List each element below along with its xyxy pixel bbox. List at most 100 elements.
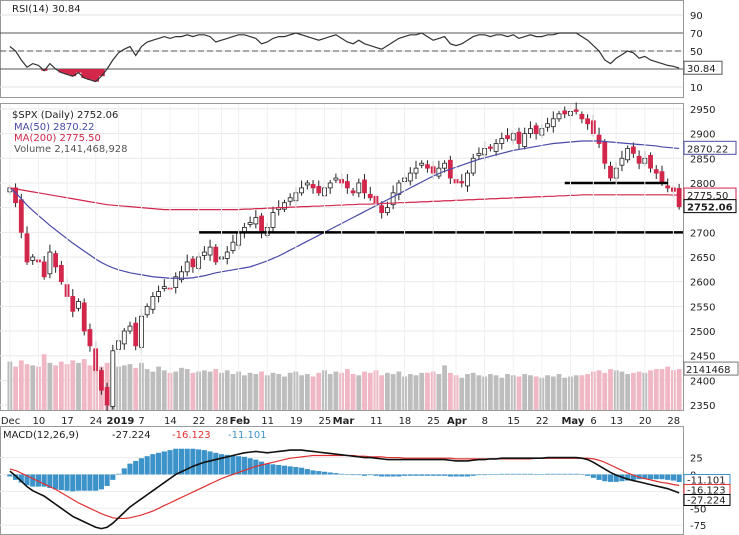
volume-bar [18,360,24,410]
macd-histogram-bar [339,473,345,475]
candle-down [505,135,510,139]
macd-histogram-bar [133,460,139,475]
macd-histogram-bar [344,474,350,475]
volume-bar [413,375,419,410]
macd-histogram-bar [321,471,328,475]
macd-histogram-bar [602,474,608,482]
x-axis-label: 25 [318,416,331,427]
volume-bar [493,375,499,410]
candle-down [608,165,613,179]
macd-histogram-bar [327,472,333,475]
macd-histogram-bar [665,474,671,480]
candle-up [436,167,442,177]
macd-histogram-bar [58,474,64,491]
macd-histogram-bar [41,474,47,487]
candle-down [596,134,602,144]
macd-tick-label: 25 [690,454,703,465]
candle-down [18,199,24,233]
candle-down [425,164,430,169]
volume-bar [625,374,631,410]
macd-histogram-bar [596,474,602,480]
volume-bar [70,360,76,410]
price-tick-label: 2350 [690,401,715,412]
ma50-line [9,140,680,279]
rsi-oversold-fill [87,69,94,80]
volume-bar [396,371,402,410]
macd-histogram-bar [585,474,591,476]
macd-histogram-bar [556,473,562,475]
volume-bar [299,375,304,410]
price-tick-label: 2850 [690,154,715,165]
candle-down [133,322,139,347]
macd-histogram-bar [424,474,431,476]
candle-up [110,350,116,407]
candle-down [636,155,642,164]
macd-histogram-bar [613,474,619,482]
candle-down [58,264,64,283]
volume-bar [522,374,528,410]
rsi-oversold-fill [75,69,82,73]
macd-histogram-bar [487,474,493,475]
volume-bar [362,371,367,410]
candle-down [362,179,367,194]
macd-histogram-bar [419,474,425,476]
rsi-line [9,32,680,83]
rsi-tick-label: 10 [690,83,703,94]
volume-bar [156,366,161,410]
x-axis-label: 7 [138,416,144,427]
candle-down [459,181,465,184]
rsi-oversold-fill [69,69,77,77]
candle-up [230,241,236,251]
volume-bar [436,374,442,410]
price-tick-label: 2800 [690,179,715,190]
macd-histogram-bar [333,473,339,475]
candle-up [207,246,213,256]
candle-up [545,123,550,128]
candle-up [173,276,179,289]
volume-bar [173,371,179,410]
candle-up [442,162,448,169]
macd-histogram-bar [184,448,190,475]
macd-histogram-bar [24,474,30,486]
macd-histogram-bar [567,473,574,475]
volume-bar [241,375,247,410]
x-axis-label: 17 [61,416,74,427]
volume-bar [636,371,642,410]
macd-histogram-bar [104,474,110,486]
candle-down [41,261,47,278]
macd-histogram-bar [453,474,459,477]
macd-histogram-bar [253,459,259,475]
macd-histogram-bar [35,474,42,487]
candle-up [356,182,362,194]
rsi-value-tag [683,60,723,75]
candle-down [104,386,110,406]
candle-up [30,256,36,261]
macd-histogram-bar [167,450,173,475]
macd-histogram-bar [127,463,133,475]
macd-histogram-bar [436,474,442,476]
macd-histogram-bar [579,474,585,475]
candle-down [259,215,264,233]
volume-bar [150,371,156,410]
candle-down [213,246,219,263]
volume-bar [144,369,150,410]
macd-histogram-bar [161,451,167,475]
volume-bar [81,359,87,410]
macd-value-tag-text: -27.224 [687,495,726,506]
macd-histogram-bar [156,452,162,475]
macd-histogram-bar [367,474,373,476]
candle-up [465,172,470,187]
macd-histogram-bar [18,474,24,483]
macd-histogram-bar [13,474,19,480]
macd-histogram-bar [361,474,368,476]
macd-histogram-bar [544,473,551,475]
price-tick-label: 2550 [690,302,715,313]
macd-histogram-bar [178,448,185,475]
candle-up [201,251,207,256]
volume-bar [207,371,213,410]
volume-bar [230,374,236,410]
candle-up [619,157,625,166]
candle-up [419,162,425,166]
macd-histogram-bar [258,461,265,475]
